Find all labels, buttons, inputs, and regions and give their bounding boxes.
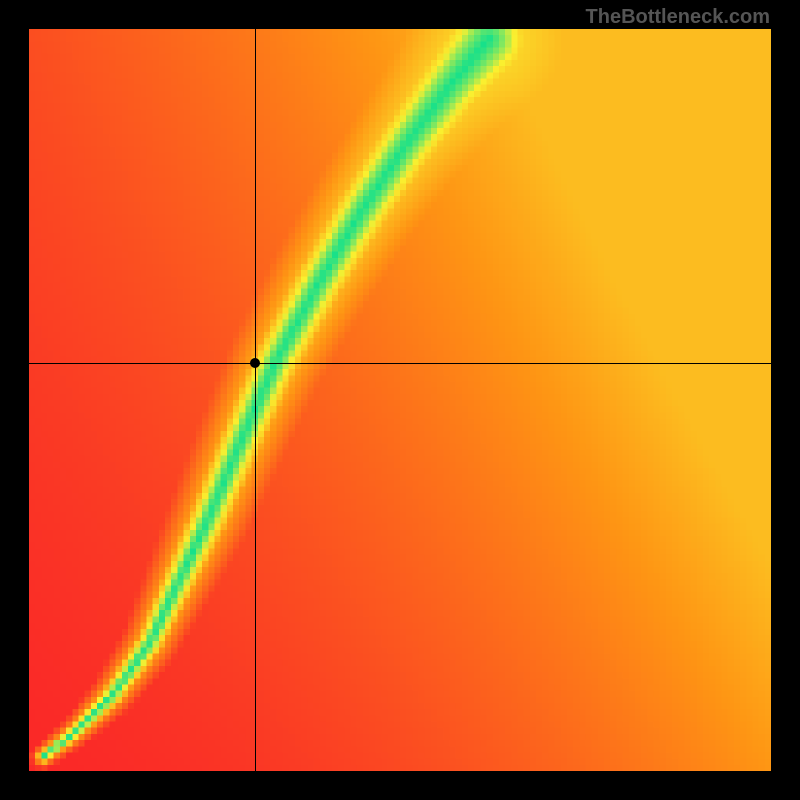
chart-container: TheBottleneck.com — [0, 0, 800, 800]
heatmap-plot — [29, 29, 771, 771]
marker-point — [250, 358, 260, 368]
heatmap-canvas — [29, 29, 771, 771]
watermark-text: TheBottleneck.com — [586, 6, 770, 29]
crosshair-vertical — [255, 29, 256, 771]
crosshair-horizontal — [29, 363, 771, 364]
